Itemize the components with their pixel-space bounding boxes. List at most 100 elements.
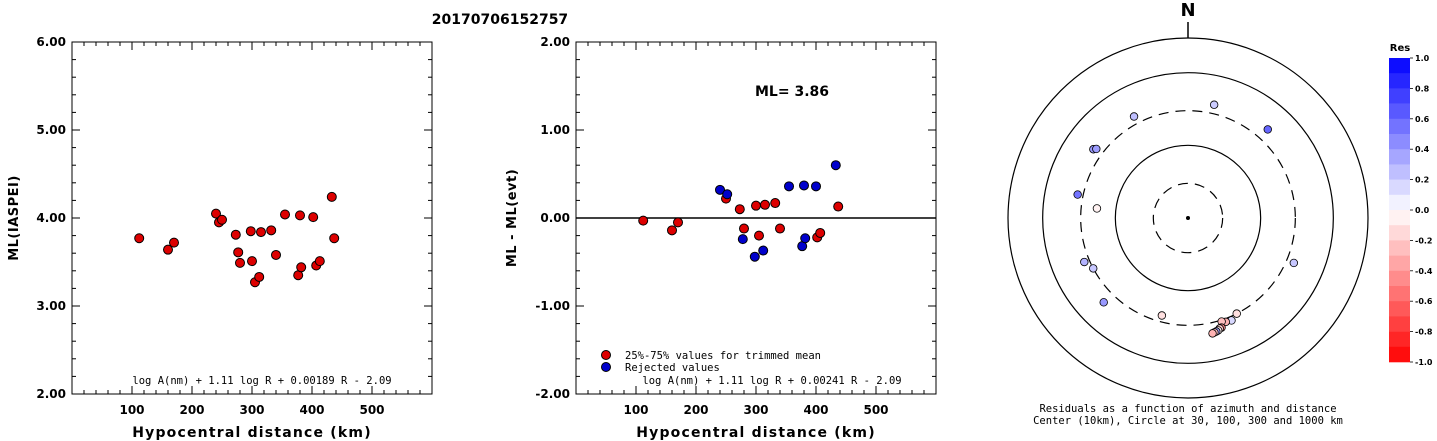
colorbar-tick-label: 0.0 [1415, 206, 1430, 215]
data-point [811, 181, 821, 192]
data-point [815, 227, 826, 238]
residual-point [1073, 190, 1082, 199]
colorbar-tick-label: -0.2 [1415, 236, 1433, 245]
residual-colorbar: Res 1.0 0.8 0.6 0.4 0.2 0.0 -0.2 -0.4 -0.6 -0.8 -1… [1389, 43, 1433, 367]
x-tick-label: 200 [683, 403, 708, 417]
colorbar-tick-label: 0.4 [1415, 145, 1430, 154]
data-point [830, 160, 841, 171]
legend-marker-trimmed [601, 350, 611, 360]
ml-distance-plot: Hypocentral distance (km) ML(IASPEI) log… [7, 35, 433, 441]
colorbar-tick-label: -0.8 [1415, 328, 1433, 337]
colorbar-segment [1389, 88, 1410, 104]
residual-point [1208, 329, 1217, 338]
residual-point [1089, 264, 1098, 273]
caption-line-1: Residuals as a function of azimuth and d… [1039, 403, 1336, 415]
residual-distance-plot: ML= 3.86 Hypocentral distance (km) ML - … [505, 35, 937, 441]
colorbar-segment [1389, 346, 1410, 363]
x-axis-label: Hypocentral distance (km) [636, 425, 876, 441]
y-tick-label: 0.00 [540, 211, 570, 225]
legend-label-rejected: Rejected values [625, 362, 720, 374]
legend-marker-rejected [601, 362, 611, 372]
y-tick-label: 1.00 [540, 123, 570, 137]
data-point [245, 226, 256, 237]
distance-ring [1114, 144, 1262, 292]
data-point [770, 198, 781, 209]
colorbar-segment [1389, 240, 1410, 256]
y-tick-label: 2.00 [36, 387, 66, 401]
y-tick-label: 5.00 [36, 123, 66, 137]
data-point [211, 208, 221, 219]
colorbar-tick-label: -0.6 [1415, 297, 1433, 306]
x-tick-label: 300 [743, 403, 768, 417]
data-point [673, 217, 683, 228]
y-tick-label: 2.00 [540, 35, 570, 49]
data-point [314, 256, 325, 267]
data-point [233, 247, 244, 258]
data-point [749, 251, 760, 262]
legend-label-trimmed: 25%-75% values for trimmed mean [625, 350, 821, 362]
data-point [256, 227, 266, 238]
x-tick-label: 500 [863, 403, 888, 417]
north-label: N [1180, 0, 1195, 21]
colorbar-segment [1389, 331, 1410, 348]
residual-point [1080, 257, 1089, 267]
data-point [235, 257, 245, 268]
y-axis-label: ML - ML(evt) [505, 169, 520, 267]
colorbar-tick-label: 0.2 [1415, 176, 1429, 185]
center-point [1186, 216, 1190, 220]
distance-ring [1152, 182, 1224, 254]
colorbar-tick-label: 1.0 [1415, 54, 1430, 63]
data-point [271, 249, 281, 260]
y-tick-label: -2.00 [535, 387, 570, 401]
data-point [254, 271, 265, 282]
figure-title: 20170706152757 [432, 12, 568, 28]
colorbar-segment [1389, 316, 1410, 332]
data-point [799, 180, 809, 191]
data-point [329, 233, 340, 244]
data-point [758, 245, 769, 256]
formula-label: log A(nm) + 1.11 log R + 0.00241 R - 2.0… [642, 375, 901, 387]
legend: 25%-75% values for trimmed mean Rejected… [601, 350, 821, 374]
x-tick-label: 100 [119, 403, 144, 417]
residual-point [1099, 298, 1108, 307]
colorbar-segment [1389, 210, 1410, 226]
data-point [295, 210, 305, 221]
data-point [247, 256, 257, 267]
data-point [667, 225, 677, 236]
colorbar-tick-label: 0.6 [1415, 115, 1430, 124]
data-point [754, 230, 764, 241]
plot-frame [71, 41, 433, 395]
residual-point [1129, 112, 1139, 121]
y-tick-label: -1.00 [535, 299, 570, 313]
residual-point [1209, 100, 1219, 109]
y-tick-label: 6.00 [36, 35, 66, 49]
data-point [760, 199, 770, 210]
azimuth-residual-plot: N Residuals as a function of azimuth and… [1007, 0, 1369, 427]
data-point [308, 212, 319, 223]
y-tick-label: 4.00 [36, 211, 66, 225]
colorbar-segment [1389, 179, 1410, 196]
colorbar-segment [1389, 103, 1410, 120]
data-point [280, 209, 290, 220]
data-point [217, 214, 227, 225]
data-point [739, 223, 749, 234]
x-tick-label: 400 [299, 403, 324, 417]
colorbar-tick-label: -1.0 [1415, 358, 1433, 367]
distance-ring [1080, 110, 1296, 326]
x-tick-label: 300 [239, 403, 264, 417]
x-axis-label: Hypocentral distance (km) [132, 425, 372, 441]
colorbar-segment [1389, 225, 1410, 241]
residual-point [1263, 125, 1272, 134]
colorbar-segment [1389, 194, 1410, 211]
data-point [751, 200, 761, 211]
formula-label: log A(nm) + 1.11 log R + 0.00189 R - 2.0… [132, 375, 391, 387]
data-point [638, 215, 649, 226]
data-point [296, 262, 307, 273]
colorbar-title: Res [1390, 43, 1410, 54]
data-point [230, 229, 241, 240]
distance-ring [1042, 72, 1334, 364]
data-point [833, 201, 844, 212]
colorbar-tick-label: -0.4 [1415, 267, 1433, 276]
x-tick-label: 100 [623, 403, 648, 417]
data-point [722, 189, 733, 200]
